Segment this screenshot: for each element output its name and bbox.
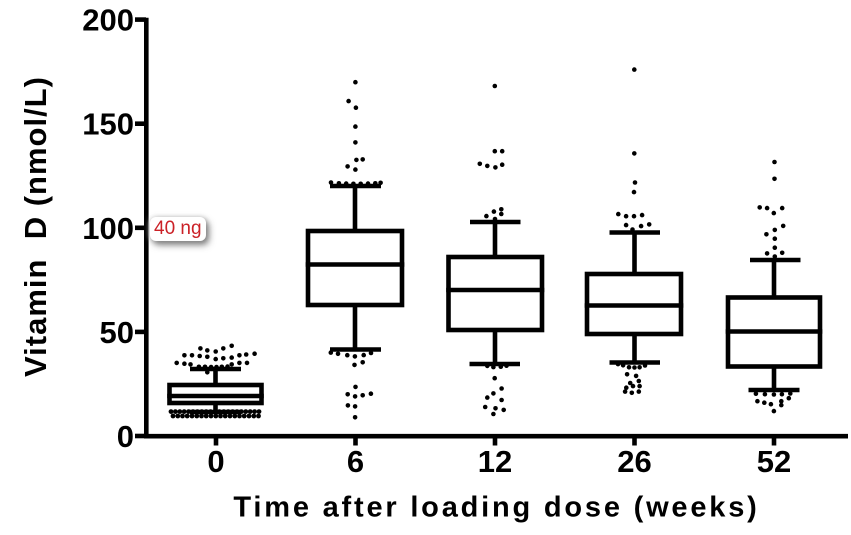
- svg-text:200: 200: [82, 3, 134, 38]
- svg-text:52: 52: [757, 444, 791, 479]
- svg-text:100: 100: [82, 211, 134, 246]
- svg-text:6: 6: [347, 444, 364, 479]
- svg-text:0: 0: [117, 419, 134, 454]
- svg-text:150: 150: [82, 107, 134, 142]
- svg-text:50: 50: [100, 315, 134, 350]
- svg-text:26: 26: [617, 444, 651, 479]
- svg-text:Vitamin D (nmol/L): Vitamin D (nmol/L): [18, 76, 53, 377]
- svg-text:Time after loading dose (weeks: Time after loading dose (weeks): [233, 492, 759, 524]
- svg-text:0: 0: [207, 444, 224, 479]
- svg-text:12: 12: [478, 444, 512, 479]
